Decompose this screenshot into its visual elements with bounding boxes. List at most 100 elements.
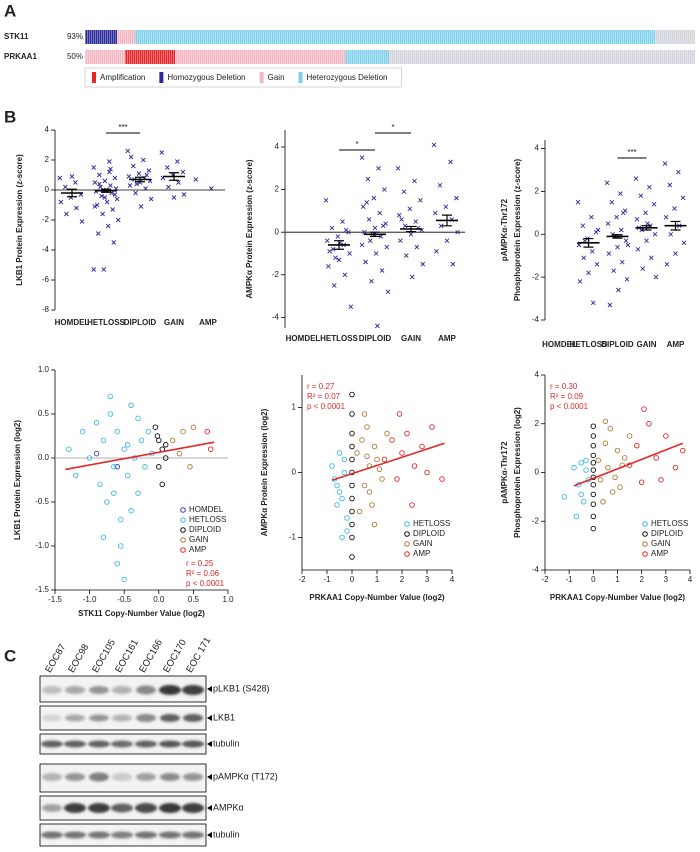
significance-label: * [355,140,358,149]
percent-label: 50% [67,52,83,61]
point [424,469,430,476]
point [102,178,108,184]
point [647,184,652,190]
point [344,528,350,534]
blot: pLKB1 (S428) [39,675,270,703]
blot: AMPKα [39,795,244,821]
legend-label: DIPLOID [651,529,683,538]
point [94,202,100,208]
point [91,165,97,170]
point [595,227,601,233]
x-axis-title: STK11 Copy-Number Value (log2) [78,609,205,618]
point [638,193,644,199]
point [359,155,365,160]
x-tick-label: -1 [323,575,331,584]
point [327,249,332,254]
point [589,214,594,220]
legend-box [84,67,402,88]
point [117,543,124,549]
point [411,463,418,469]
point [344,515,350,521]
point [63,184,68,190]
y-tick-label: 0 [275,227,280,236]
y-axis-title: LKB1 Protein Expression (log2) [13,420,22,540]
point [58,199,64,205]
legend-swatch [92,72,96,83]
y-tick-label: 0.5 [38,409,50,418]
point [114,196,120,202]
point [380,223,386,229]
point [371,521,378,528]
point [79,219,85,224]
y-axis-title: Phosphoprotein Expression (log2) [513,407,522,538]
point [97,181,102,187]
point [159,150,165,155]
point [107,393,114,400]
legend-label: AMP [413,549,430,558]
point [589,249,595,254]
legend-label: AMP [651,549,668,558]
point [176,180,181,185]
legend-swatch [259,72,264,83]
point [437,183,443,188]
point [114,560,121,567]
point [152,424,159,430]
point [73,472,79,479]
point [398,238,403,244]
point [602,418,609,425]
point [159,481,166,488]
point [622,455,628,461]
point [126,174,132,179]
legend-marker [180,547,186,553]
x-tick-label: 0 [591,575,596,584]
point [340,219,345,224]
point [57,175,63,181]
legend-swatch [159,72,164,83]
legend-marker [642,521,648,527]
legend-marker [642,531,648,537]
gene-label: STK11 [4,32,29,41]
point [364,424,370,430]
gene-label: PRKAA1 [4,52,37,61]
x-tick-label: AMP [438,334,456,343]
point [645,221,650,226]
point [190,424,197,430]
point [128,402,134,408]
point [104,199,110,205]
point [107,169,112,175]
legend-label: HETLOSS [413,519,450,528]
blot-samples: EOC87 EOC98 EOC105 EOC161 EOC166 EOC170 … [43,635,213,674]
point [347,251,352,256]
point [364,453,370,460]
point [209,186,214,191]
point [644,238,649,244]
point [98,184,103,190]
point [439,476,445,482]
point [590,491,597,498]
point [590,452,597,459]
point [620,210,626,216]
y-tick-label: 1 [292,403,297,412]
point [381,456,388,463]
point [633,176,639,181]
point [597,477,604,483]
point [583,457,589,464]
point [641,406,647,412]
y-tick-label: 4 [45,125,50,134]
legend-marker [642,551,648,557]
point [365,176,371,182]
point [431,142,437,148]
x-tick-label: GAIN [401,334,421,343]
x-tick-label: -1.5 [48,595,62,604]
annotation: R² = 0.09 [550,392,584,401]
point [672,464,679,471]
legend-label: Gain [268,73,285,82]
sample-label: EOC98 [66,642,91,674]
point [394,476,400,482]
legend-marker [404,541,410,547]
point [181,192,187,197]
point [162,442,169,448]
point [653,455,659,461]
point [617,484,623,490]
legend-label: AMP [189,545,206,554]
